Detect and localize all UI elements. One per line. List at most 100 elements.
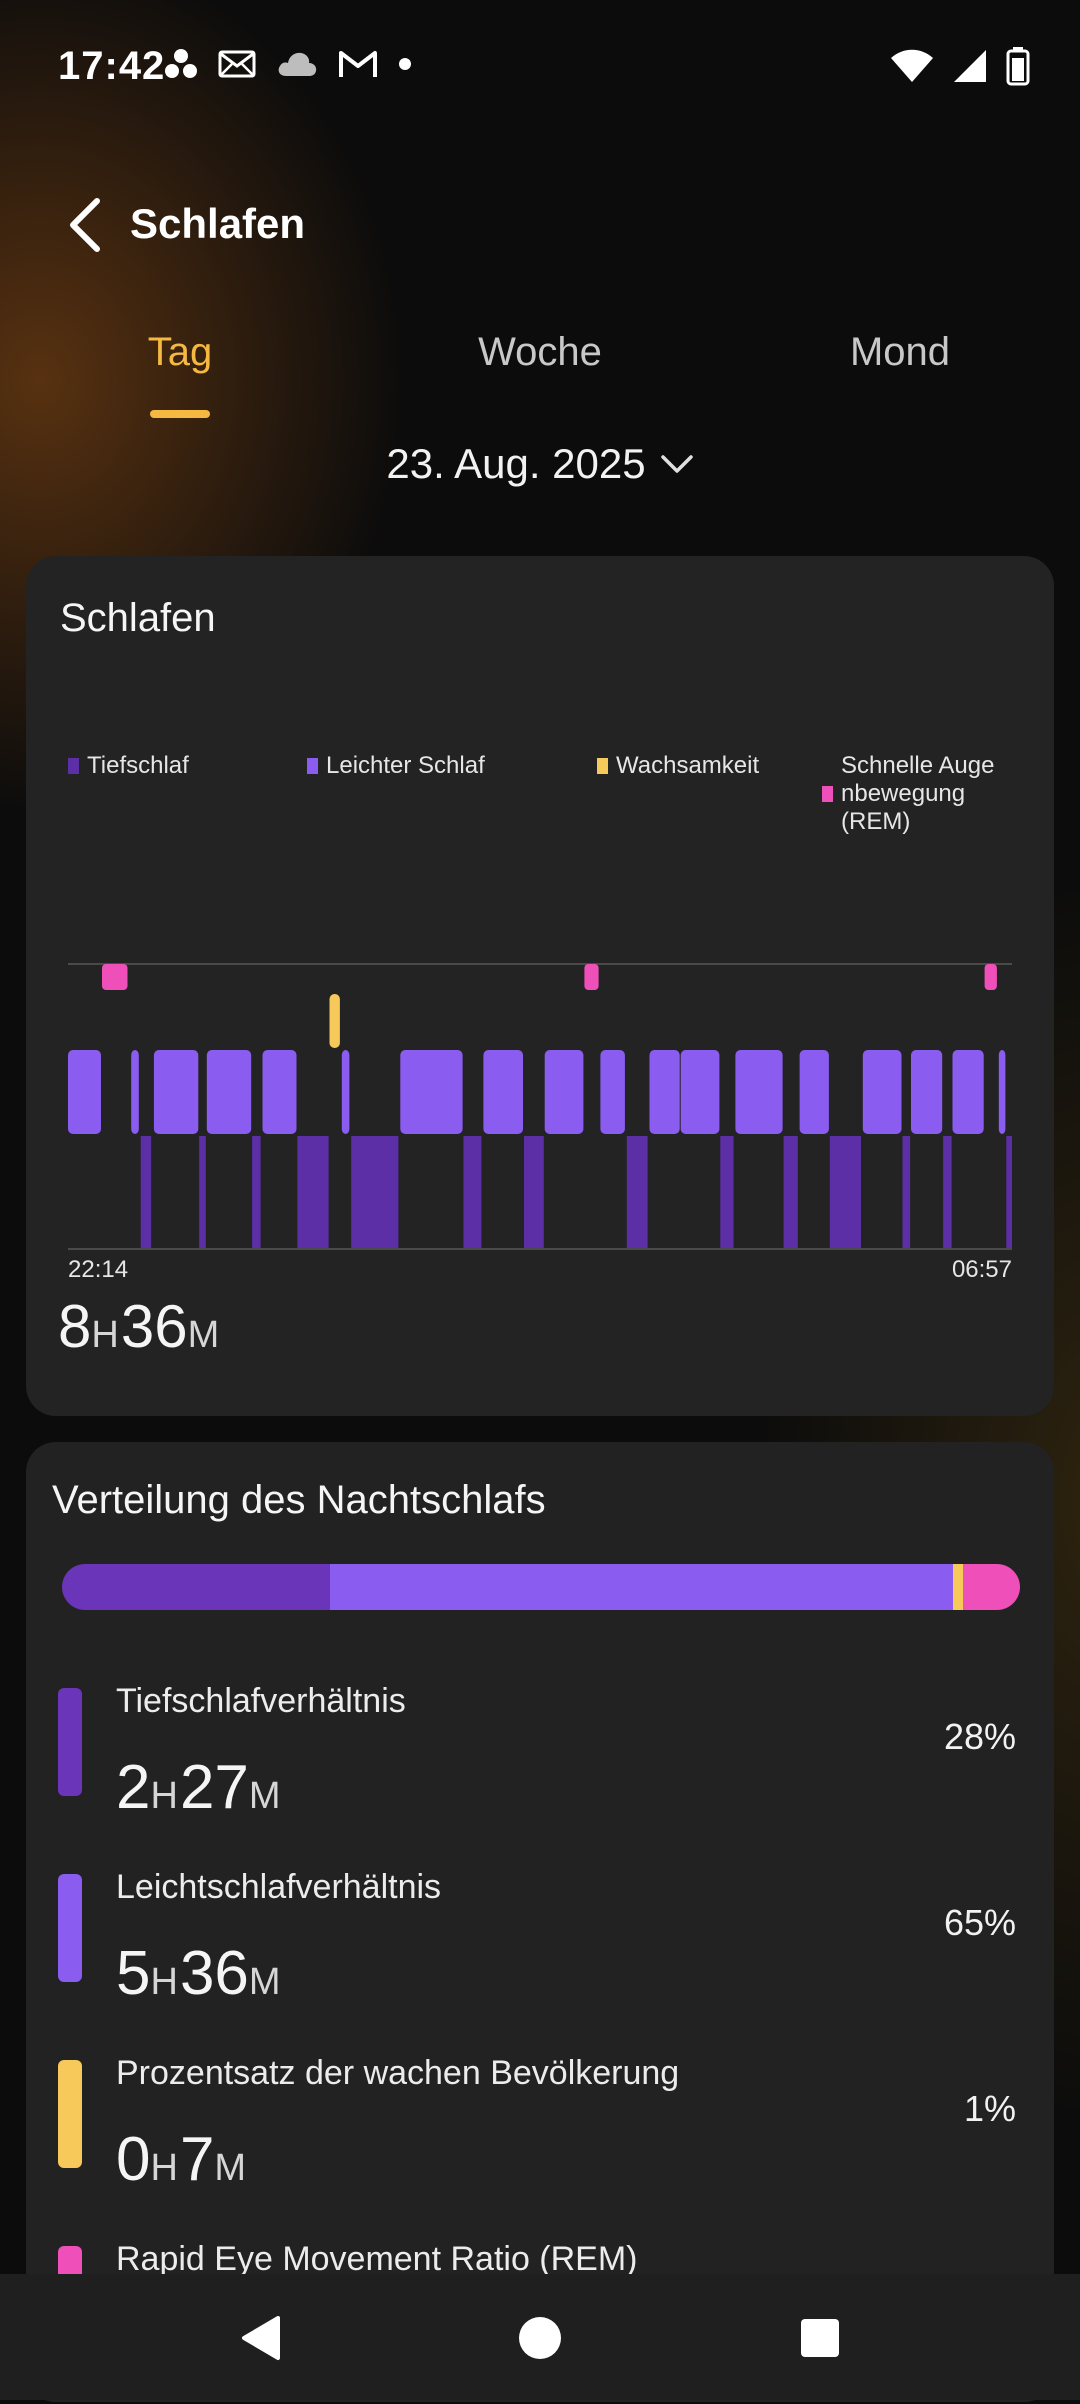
- deep-minutes: 27: [179, 1753, 249, 1822]
- legend-swatch-awake: [597, 758, 608, 774]
- sleep-segment-deep: [351, 1136, 399, 1248]
- sleep-chart-card: Schlafen Tiefschlaf Leichter Schlaf Wach…: [26, 556, 1054, 1416]
- more-notifications-icon: [399, 58, 411, 70]
- header: Schlafen: [0, 170, 1080, 280]
- sleep-segment-deep: [199, 1136, 206, 1248]
- sleep-segment-deep: [140, 1136, 152, 1248]
- sleep-segment-light: [544, 1050, 584, 1134]
- distribution-segment-rem: [962, 1564, 1020, 1610]
- sleep-card-title: Schlafen: [60, 596, 216, 640]
- sleep-segment-light: [262, 1050, 297, 1134]
- legend-deep-sleep: Tiefschlaf: [87, 752, 189, 779]
- awake-percent: 1%: [963, 2088, 1016, 2129]
- distribution-bar: [62, 1564, 1020, 1610]
- total-hours: 8: [58, 1293, 92, 1360]
- awake-label: Prozentsatz der wachen Bevölkerung: [116, 2054, 680, 2092]
- hours-unit: H: [91, 1314, 119, 1356]
- legend-light-sleep: Leichter Schlaf: [326, 752, 485, 779]
- wifi-icon: [891, 49, 933, 82]
- total-minutes: 36: [120, 1293, 188, 1360]
- sleep-segment-light: [952, 1050, 984, 1134]
- deep-sleep-percent: 28%: [943, 1716, 1016, 1757]
- deep-sleep-swatch: [58, 1688, 82, 1796]
- light-sleep-swatch: [58, 1874, 82, 1982]
- awake-hours-unit: H: [150, 2147, 178, 2189]
- sleep-segment-light: [341, 1050, 350, 1134]
- light-minutes: 36: [179, 1939, 249, 2008]
- nav-back-button[interactable]: [230, 2308, 290, 2368]
- period-tabs: Tag Woche Mond: [0, 320, 1080, 430]
- sleep-segment-deep: [902, 1136, 911, 1248]
- tab-week[interactable]: Woche: [478, 330, 602, 374]
- sleep-segment-deep: [829, 1136, 861, 1248]
- sleep-segment-rem: [584, 964, 599, 990]
- sleep-segment-deep: [524, 1136, 544, 1248]
- cloud-icon: [278, 52, 317, 76]
- date-selector[interactable]: 23. Aug. 2025: [0, 440, 1080, 488]
- battery-icon: [1006, 47, 1030, 86]
- sleep-segment-light: [153, 1050, 199, 1134]
- tab-day[interactable]: Tag: [147, 330, 213, 374]
- distribution-row-deep: Tiefschlafverhältnis 2 H 27 M 28%: [26, 1676, 1054, 1846]
- distribution-segment-deep: [62, 1564, 331, 1610]
- sleep-segment-light: [862, 1050, 902, 1134]
- notification-icons: [164, 48, 412, 80]
- gmail-icon: [339, 51, 377, 77]
- deep-minutes-unit: M: [248, 1775, 281, 1817]
- system-navigation-bar: [0, 2274, 1080, 2400]
- rem-label: Rapid Eye Movement Ratio (REM): [116, 2240, 638, 2278]
- total-sleep-duration: 8 H 36 M: [58, 1292, 221, 1361]
- sleep-segment-light: [649, 1050, 680, 1134]
- sleep-segment-deep: [720, 1136, 734, 1248]
- signal-icon: [954, 50, 986, 82]
- light-sleep-percent: 65%: [943, 1902, 1016, 1943]
- page-title: Schlafen: [130, 200, 306, 247]
- chevron-down-icon: [660, 455, 693, 473]
- sleep-segment-deep: [783, 1136, 798, 1248]
- awake-hours: 0: [116, 2125, 151, 2194]
- deep-sleep-label: Tiefschlafverhältnis: [116, 1682, 406, 1720]
- app-dots-icon: [165, 49, 197, 78]
- back-button[interactable]: [40, 180, 130, 270]
- deep-sleep-duration: 2 H 27 M: [116, 1752, 283, 1823]
- sleep-segment-deep: [1006, 1136, 1012, 1248]
- sleep-segment-light: [680, 1050, 720, 1134]
- deep-hours-unit: H: [150, 1775, 178, 1817]
- deep-hours: 2: [116, 1753, 151, 1822]
- sleep-segment-light: [68, 1050, 101, 1134]
- legend-swatch-rem: [822, 786, 833, 802]
- sleep-segment-rem: [102, 964, 128, 990]
- distribution-segment-light: [330, 1564, 953, 1610]
- sleep-segment-deep: [626, 1136, 648, 1248]
- chart-start-time: 22:14: [68, 1256, 129, 1283]
- tab-month[interactable]: Mond: [849, 330, 951, 374]
- distribution-row-light: Leichtschlafverhältnis 5 H 36 M 65%: [26, 1862, 1054, 2032]
- sleep-segment-deep: [252, 1136, 261, 1248]
- light-sleep-duration: 5 H 36 M: [116, 1938, 283, 2009]
- active-tab-indicator: [150, 410, 210, 418]
- sleep-segment-light: [400, 1050, 463, 1134]
- nav-back-icon: [242, 2316, 280, 2360]
- awake-swatch: [58, 2060, 82, 2168]
- legend-awake: Wachsamkeit: [616, 752, 760, 779]
- nav-home-icon: [519, 2317, 561, 2359]
- nav-recents-button[interactable]: [790, 2308, 850, 2368]
- sleep-segment-light: [206, 1050, 252, 1134]
- sleep-segment-light: [911, 1050, 943, 1134]
- light-sleep-label: Leichtschlafverhältnis: [116, 1868, 442, 1906]
- legend-swatch-deep: [68, 758, 79, 774]
- minutes-unit: M: [187, 1314, 220, 1356]
- sleep-segment-deep: [943, 1136, 952, 1248]
- nav-recents-icon: [801, 2319, 839, 2357]
- legend-swatch-light: [307, 758, 318, 774]
- distribution-segment-awake: [952, 1564, 963, 1610]
- light-hours-unit: H: [150, 1961, 178, 2003]
- back-arrow-icon: [70, 198, 100, 252]
- awake-duration: 0 H 7 M: [116, 2124, 248, 2195]
- sleep-segment-light: [799, 1050, 829, 1134]
- light-minutes-unit: M: [248, 1961, 281, 2003]
- distribution-row-rem: Rapid Eye Movement Ratio (REM): [26, 2234, 1054, 2404]
- nav-home-button[interactable]: [510, 2308, 570, 2368]
- status-time: 17:42: [58, 44, 166, 88]
- sleep-segment-light: [998, 1050, 1006, 1134]
